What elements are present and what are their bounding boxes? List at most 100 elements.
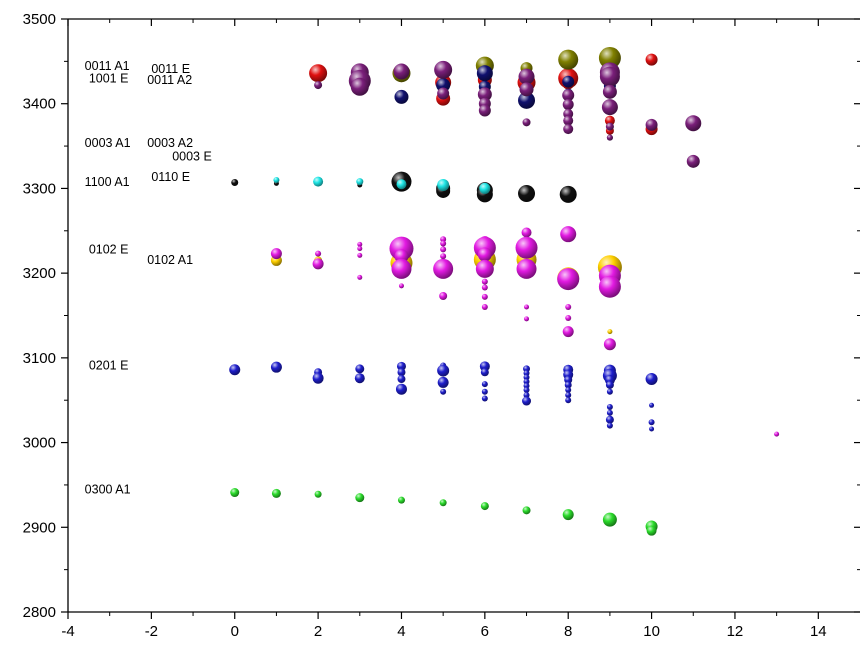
annotation-label: 1100 A1 [85, 175, 130, 189]
data-point [440, 246, 447, 253]
data-point [649, 402, 655, 408]
series-group [394, 65, 616, 141]
data-point [437, 87, 450, 100]
data-point [271, 488, 281, 498]
y-tick-label: 3100 [23, 350, 56, 367]
data-point [478, 104, 491, 117]
data-point [564, 381, 572, 389]
data-point [558, 49, 579, 70]
data-point [396, 361, 406, 371]
y-tick-label: 3500 [23, 11, 56, 28]
data-point [565, 387, 572, 394]
data-point [440, 236, 447, 243]
data-point [481, 388, 488, 395]
data-point [565, 315, 572, 322]
data-point [481, 284, 488, 291]
data-point [481, 278, 488, 285]
x-tick-label: 2 [314, 623, 322, 640]
annotation-label: 0003 E [172, 149, 212, 163]
y-tick-label: 3300 [23, 180, 56, 197]
data-point [524, 304, 530, 310]
data-point [433, 258, 454, 279]
data-point [398, 283, 404, 289]
data-point [479, 182, 491, 194]
data-points [229, 46, 780, 536]
annotation-label: 0102 A1 [147, 253, 193, 267]
data-point [315, 250, 322, 257]
annotation-label: 0011 E [151, 62, 190, 76]
data-point [397, 375, 406, 384]
data-point [355, 493, 365, 503]
data-point [522, 396, 532, 406]
data-point [685, 115, 702, 132]
data-point [397, 368, 406, 377]
data-point [312, 372, 324, 384]
data-point [229, 364, 241, 376]
data-point [606, 422, 613, 429]
data-point [523, 365, 531, 373]
data-point [434, 60, 453, 79]
data-point [562, 99, 574, 111]
data-point [437, 179, 450, 192]
data-point [354, 373, 365, 384]
x-tick-label: 10 [643, 623, 660, 640]
data-point [649, 426, 655, 432]
y-tick-label: 3400 [23, 96, 56, 113]
data-point [356, 178, 364, 186]
data-point [396, 179, 407, 190]
data-point [391, 258, 412, 279]
series-group [392, 46, 621, 83]
data-point [395, 383, 407, 395]
data-point [522, 506, 531, 515]
annotation-label: 0011 A2 [147, 73, 192, 87]
data-point [562, 326, 574, 338]
data-point [565, 397, 572, 404]
data-point [436, 78, 451, 93]
data-point [598, 275, 621, 298]
data-point [273, 176, 280, 183]
data-point [314, 490, 322, 498]
data-point [605, 415, 614, 424]
y-tick-label: 3200 [23, 265, 56, 282]
x-tick-label: 8 [564, 623, 572, 640]
x-tick-label: 0 [231, 623, 239, 640]
data-point [397, 496, 405, 504]
annotation-label: 0003 A1 [85, 136, 131, 150]
data-point [357, 274, 363, 280]
data-point [519, 82, 534, 97]
data-point [557, 268, 580, 291]
data-point [562, 89, 575, 102]
data-point [440, 388, 447, 395]
data-point [559, 185, 577, 203]
data-point [521, 227, 532, 238]
data-point [231, 178, 239, 186]
data-point [523, 387, 530, 394]
data-point [357, 246, 363, 252]
data-point [563, 124, 574, 135]
data-point [599, 66, 620, 87]
data-point [523, 374, 530, 381]
data-point [606, 403, 613, 410]
data-point [605, 122, 614, 131]
data-point [475, 259, 494, 278]
annotation-label: 0110 E [151, 170, 190, 184]
data-point [604, 115, 615, 126]
data-point [524, 316, 530, 322]
y-tick-label: 3000 [23, 435, 56, 452]
data-point [523, 370, 530, 377]
data-point [598, 46, 621, 69]
data-point [686, 154, 700, 168]
data-point [479, 361, 490, 372]
data-point [606, 134, 613, 141]
data-point [476, 65, 493, 82]
data-point [440, 240, 447, 247]
data-point [563, 115, 574, 126]
series-group [229, 361, 658, 432]
series-group [314, 60, 702, 168]
data-point [357, 252, 363, 258]
data-point [309, 64, 328, 83]
data-point [564, 375, 573, 384]
x-tick-label: 12 [727, 623, 744, 640]
x-tick-label: -2 [145, 623, 158, 640]
